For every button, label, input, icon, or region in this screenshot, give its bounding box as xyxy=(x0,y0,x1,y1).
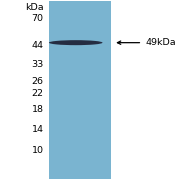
Text: kDa: kDa xyxy=(25,3,44,12)
Text: 18: 18 xyxy=(31,105,44,114)
Text: 26: 26 xyxy=(31,76,44,86)
Text: 10: 10 xyxy=(31,146,44,155)
Text: 49kDa: 49kDa xyxy=(117,38,176,47)
FancyBboxPatch shape xyxy=(49,1,111,179)
Ellipse shape xyxy=(49,40,102,45)
Text: 44: 44 xyxy=(31,41,44,50)
Text: 70: 70 xyxy=(31,14,44,23)
Text: 22: 22 xyxy=(31,89,44,98)
Text: 14: 14 xyxy=(31,125,44,134)
Text: 33: 33 xyxy=(31,60,44,69)
